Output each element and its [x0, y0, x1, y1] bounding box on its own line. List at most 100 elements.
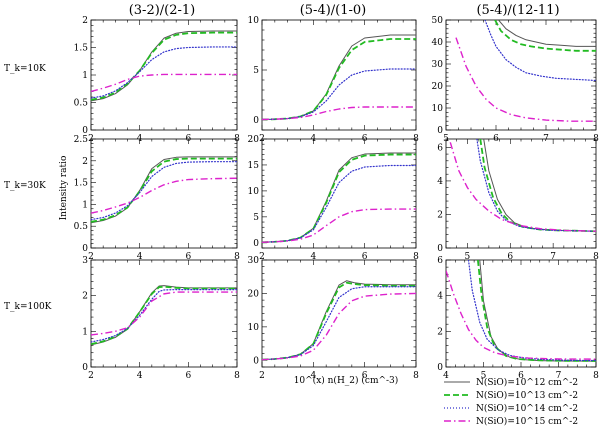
y-tick-label: 4 — [437, 177, 443, 187]
y-tick-label: 10 — [248, 323, 260, 333]
y-tick-label: 2 — [437, 210, 443, 220]
panel-frame — [261, 19, 417, 131]
series-line-1e14 — [262, 286, 416, 361]
series-line-1e13 — [91, 157, 237, 223]
x-axis-label: 10^(x) n(H_2) (cm^-3) — [294, 375, 399, 386]
x-tick-label: 6 — [362, 252, 368, 262]
x-tick-label: 2 — [259, 252, 265, 262]
series-line-1e12 — [479, 260, 596, 362]
legend-label: N(SiO)=10^12 cm^-2 — [476, 377, 578, 388]
series-line-1e15 — [91, 177, 237, 214]
legend-label: N(SiO)=10^15 cm^-2 — [476, 416, 578, 427]
series-line-1e15 — [449, 142, 596, 232]
y-tick-label: 2 — [437, 327, 443, 337]
y-tick-label: 1 — [82, 71, 88, 81]
row-label-10k: T_k=10K — [4, 64, 46, 74]
y-tick-label: 0 — [437, 244, 443, 254]
panel-frame — [445, 259, 597, 368]
x-tick-label: 6 — [362, 371, 368, 381]
series-line-1e13 — [494, 20, 596, 52]
y-tick-label: 4 — [437, 292, 443, 302]
x-tick-label: 6 — [185, 371, 191, 381]
series-line-1e14 — [484, 20, 596, 82]
legend-label: N(SiO)=10^14 cm^-2 — [476, 403, 578, 414]
series-group — [262, 34, 416, 121]
y-tick-label: 30 — [248, 256, 260, 266]
series-line-1e15 — [91, 73, 237, 93]
row-label-100k: T_k=100K — [4, 302, 52, 312]
series-line-1e14 — [262, 68, 416, 121]
panel-frame — [445, 19, 597, 131]
y-tick-label: 20 — [432, 82, 444, 92]
y-tick-label: 5 — [253, 213, 259, 223]
x-tick-label: 7 — [550, 252, 556, 262]
y-tick-label: 0 — [82, 363, 88, 373]
series-line-1e15 — [455, 37, 596, 122]
y-tick-label: 1 — [82, 327, 88, 337]
series-group — [449, 139, 596, 233]
y-tick-label: 0 — [253, 116, 259, 126]
series-line-1e15 — [262, 106, 416, 121]
y-tick-label: 40 — [432, 38, 444, 48]
y-tick-label: 0 — [437, 126, 443, 136]
panel-frame — [90, 138, 238, 249]
series-group — [91, 30, 237, 102]
series-line-1e13 — [91, 285, 237, 346]
y-tick-label: 0 — [437, 363, 443, 373]
x-tick-label: 8 — [234, 371, 240, 381]
x-tick-label: 5 — [481, 371, 487, 381]
panel-grid: 246800.511.52246805105678010203040502468… — [74, 16, 599, 381]
x-tick-label: 8 — [413, 371, 419, 381]
y-tick-label: 2 — [82, 157, 88, 167]
series-line-1e13 — [262, 153, 416, 244]
series-line-1e15 — [91, 291, 237, 336]
y-tick-label: 0 — [253, 356, 259, 366]
y-tick-label: 1.5 — [74, 179, 89, 189]
x-tick-label: 2 — [88, 252, 94, 262]
series-line-1e12 — [91, 30, 237, 102]
y-tick-label: 0 — [82, 244, 88, 254]
series-line-1e13 — [476, 260, 596, 362]
panel-r2-c2: 4 5 6 7 8 0 2 4 6 — [437, 256, 599, 381]
row-label-30k: T_k=30K — [4, 181, 46, 191]
series-line-1e14 — [91, 289, 237, 343]
series-line-1e13 — [262, 281, 416, 361]
x-tick-label: 8 — [413, 252, 419, 262]
x-tick-label: 5 — [465, 252, 471, 262]
panel-r1-c1: 2 4 6 8 0 5 10 15 20 — [248, 135, 420, 262]
y-tick-label: 6 — [437, 143, 443, 153]
x-tick-label: 2 — [88, 371, 94, 381]
y-tick-label: 1 — [82, 200, 88, 210]
y-tick-label: 30 — [432, 60, 444, 70]
panel-frame — [90, 259, 238, 368]
series-line-1e14 — [91, 46, 237, 99]
series-line-1e15 — [446, 270, 596, 360]
series-line-1e14 — [262, 164, 416, 243]
series-line-1e14 — [91, 161, 237, 221]
legend: N(SiO)=10^12 cm^-2 N(SiO)=10^13 cm^-2 N(Si… — [444, 377, 578, 427]
panel-r1-c0: 2 4 6 8 0 0.5 1 1.5 2 2.5 — [74, 135, 240, 262]
column-title-0: (3-2)/(2-1) — [129, 3, 196, 18]
x-tick-label: 6 — [518, 371, 524, 381]
panel-frame — [445, 138, 597, 249]
column-title-2: (5-4)/(12-11) — [476, 3, 559, 18]
series-group — [262, 280, 416, 361]
series-line-1e12 — [262, 280, 416, 361]
series-group — [91, 285, 237, 346]
x-tick-label: 6 — [185, 252, 191, 262]
y-tick-label: 0 — [82, 126, 88, 136]
y-tick-label: 5 — [253, 66, 259, 76]
y-tick-label: 10 — [248, 187, 260, 197]
y-tick-label: 10 — [432, 104, 444, 114]
series-line-1e15 — [262, 292, 416, 361]
series-group — [91, 156, 237, 224]
y-tick-label: 2.5 — [74, 135, 89, 145]
y-tick-label: 2 — [82, 292, 88, 302]
x-tick-label: 8 — [593, 252, 599, 262]
series-line-1e12 — [498, 20, 596, 47]
